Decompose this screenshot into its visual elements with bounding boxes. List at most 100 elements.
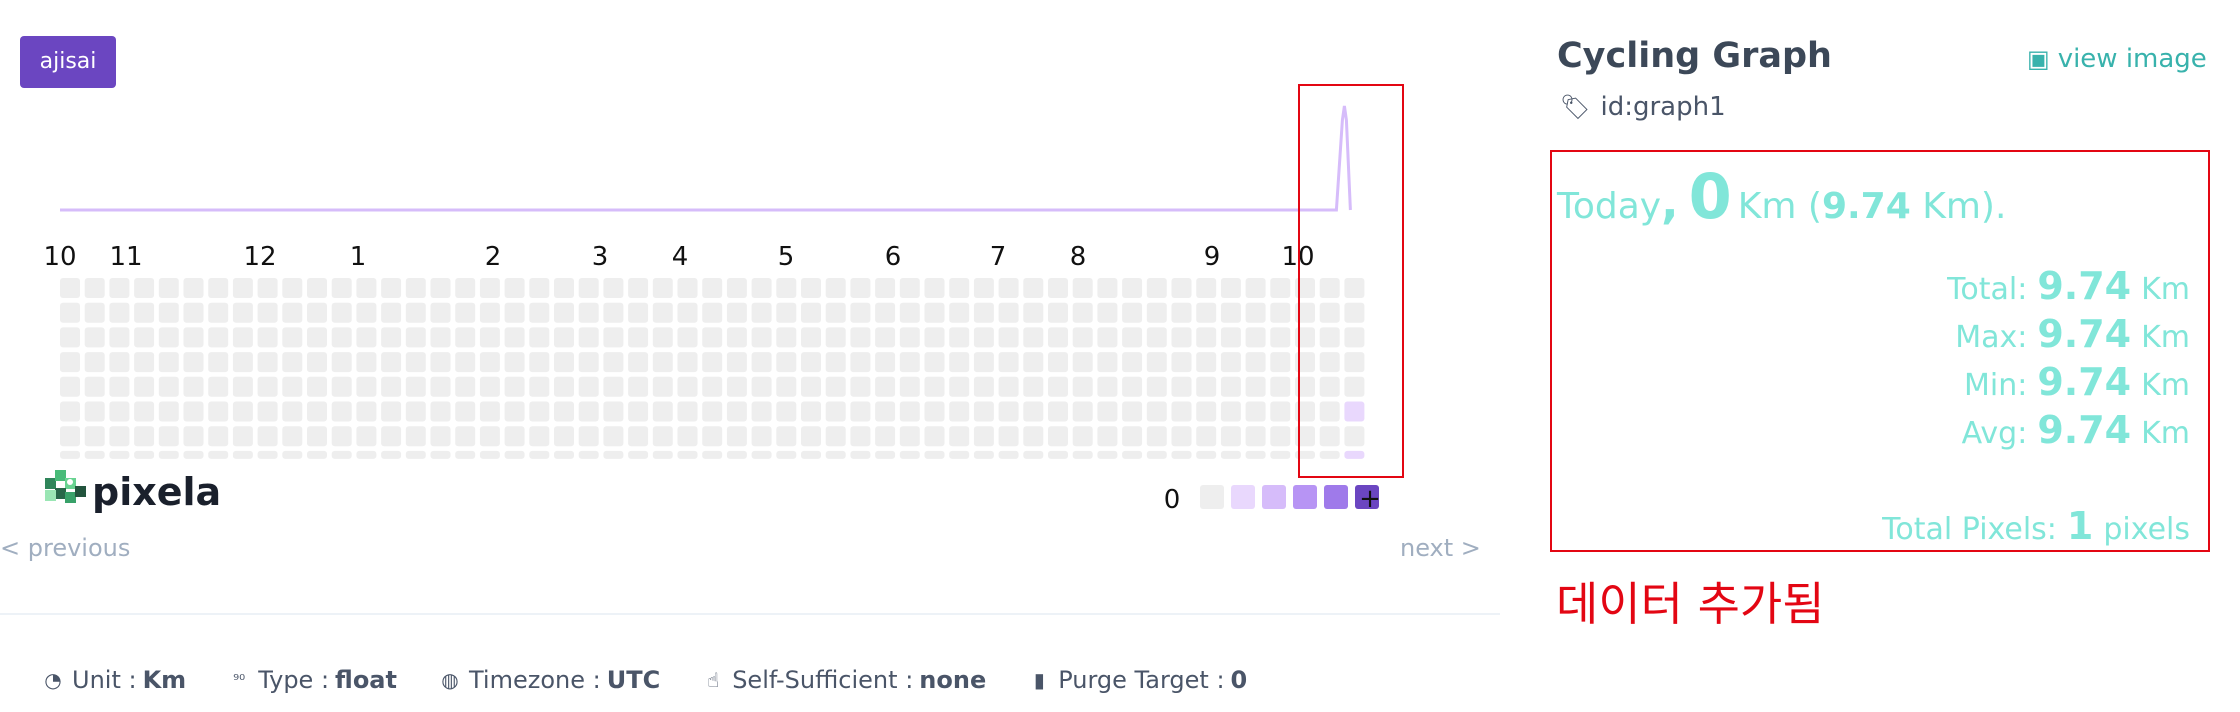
empty-pixel xyxy=(504,352,525,373)
month-label: 9 xyxy=(1204,242,1221,272)
legend-swatch xyxy=(1231,485,1255,509)
empty-pixel xyxy=(652,352,673,373)
empty-pixel xyxy=(949,376,970,397)
empty-pixel xyxy=(208,278,229,298)
empty-pixel xyxy=(134,401,155,422)
empty-pixel xyxy=(430,278,451,298)
month-label: 11 xyxy=(109,242,142,272)
empty-pixel xyxy=(776,376,797,397)
empty-pixel xyxy=(554,450,574,459)
empty-pixel xyxy=(702,426,723,447)
empty-pixel xyxy=(1048,401,1068,422)
empty-pixel xyxy=(307,352,327,373)
empty-pixel xyxy=(1319,278,1340,298)
empty-pixel xyxy=(1270,426,1291,447)
empty-pixel xyxy=(381,401,402,422)
empty-pixel xyxy=(726,450,747,459)
empty-pixel xyxy=(1245,376,1266,397)
empty-pixel xyxy=(776,327,797,348)
next-link[interactable]: next > xyxy=(1400,534,1481,562)
empty-pixel xyxy=(801,376,821,397)
empty-pixel xyxy=(60,352,80,373)
empty-pixel xyxy=(1270,401,1291,422)
empty-pixel xyxy=(924,278,945,298)
empty-pixel xyxy=(554,278,574,298)
empty-pixel xyxy=(726,302,747,323)
month-label: 1 xyxy=(350,242,367,272)
logo-block xyxy=(55,488,66,499)
empty-pixel xyxy=(257,278,278,298)
trend-line xyxy=(60,105,1352,212)
empty-pixel xyxy=(208,327,229,348)
empty-pixel xyxy=(1196,450,1217,459)
empty-pixel xyxy=(232,352,253,373)
empty-pixel xyxy=(702,401,723,422)
empty-pixel xyxy=(1196,278,1217,298)
empty-pixel xyxy=(1270,376,1291,397)
empty-pixel xyxy=(282,352,303,373)
legend-low-label: 0 xyxy=(1164,485,1181,515)
empty-pixel xyxy=(307,426,327,447)
empty-pixel xyxy=(331,352,352,373)
empty-pixel xyxy=(949,278,970,298)
empty-pixel xyxy=(677,302,698,323)
empty-pixel xyxy=(1072,450,1093,459)
empty-pixel xyxy=(924,352,945,373)
empty-pixel xyxy=(1220,450,1241,459)
empty-pixel xyxy=(504,450,525,459)
legend-swatch xyxy=(1324,485,1348,509)
empty-pixel xyxy=(455,450,476,459)
empty-pixel xyxy=(949,450,970,459)
meta-timezone-value: UTC xyxy=(606,666,661,694)
empty-pixel xyxy=(998,450,1019,459)
theme-button[interactable]: ajisai xyxy=(20,36,116,88)
meta-type-label: Type xyxy=(258,666,314,694)
empty-pixel xyxy=(109,302,130,323)
empty-pixel xyxy=(529,401,550,422)
empty-pixel xyxy=(232,426,253,447)
stat-total-pixels: Total Pixels: 1 pixels xyxy=(1882,504,2190,548)
empty-pixel xyxy=(183,352,204,373)
empty-pixel xyxy=(1023,426,1044,447)
empty-pixel xyxy=(1295,376,1315,397)
empty-pixel xyxy=(652,278,673,298)
empty-pixel xyxy=(702,376,723,397)
meta-purge-target: ▮ Purge Target : 0 xyxy=(1026,666,1248,694)
empty-pixel xyxy=(850,302,871,323)
empty-pixel xyxy=(554,401,574,422)
empty-pixel xyxy=(924,302,945,323)
empty-pixel xyxy=(1097,352,1118,373)
empty-pixel xyxy=(1072,401,1093,422)
empty-pixel xyxy=(479,426,500,447)
empty-pixel xyxy=(924,450,945,459)
month-label: 8 xyxy=(1070,242,1087,272)
empty-pixel xyxy=(430,327,451,348)
empty-pixel xyxy=(405,278,426,298)
empty-pixel xyxy=(60,450,80,459)
empty-pixel xyxy=(1344,278,1365,298)
empty-pixel xyxy=(1196,426,1217,447)
stat-total: Total: 9.74 Km xyxy=(1947,264,2190,308)
empty-pixel xyxy=(183,302,204,323)
empty-pixel xyxy=(455,302,476,323)
empty-pixel xyxy=(282,302,303,323)
empty-pixel xyxy=(282,327,303,348)
empty-pixel xyxy=(405,401,426,422)
empty-pixel xyxy=(801,426,821,447)
empty-pixel xyxy=(949,352,970,373)
meta-purge-target-value: 0 xyxy=(1230,666,1248,694)
empty-pixel xyxy=(628,278,649,298)
previous-link[interactable]: < previous xyxy=(0,534,131,562)
empty-pixel xyxy=(208,426,229,447)
empty-pixel xyxy=(850,278,871,298)
empty-pixel xyxy=(257,426,278,447)
empty-pixel xyxy=(208,401,229,422)
empty-pixel xyxy=(998,327,1019,348)
empty-pixel xyxy=(726,401,747,422)
empty-pixel xyxy=(331,426,352,447)
empty-pixel xyxy=(1220,352,1241,373)
view-image-link[interactable]: ▣ view image xyxy=(2027,44,2207,74)
empty-pixel xyxy=(875,352,896,373)
month-label: 6 xyxy=(885,242,902,272)
empty-pixel xyxy=(1245,278,1266,298)
